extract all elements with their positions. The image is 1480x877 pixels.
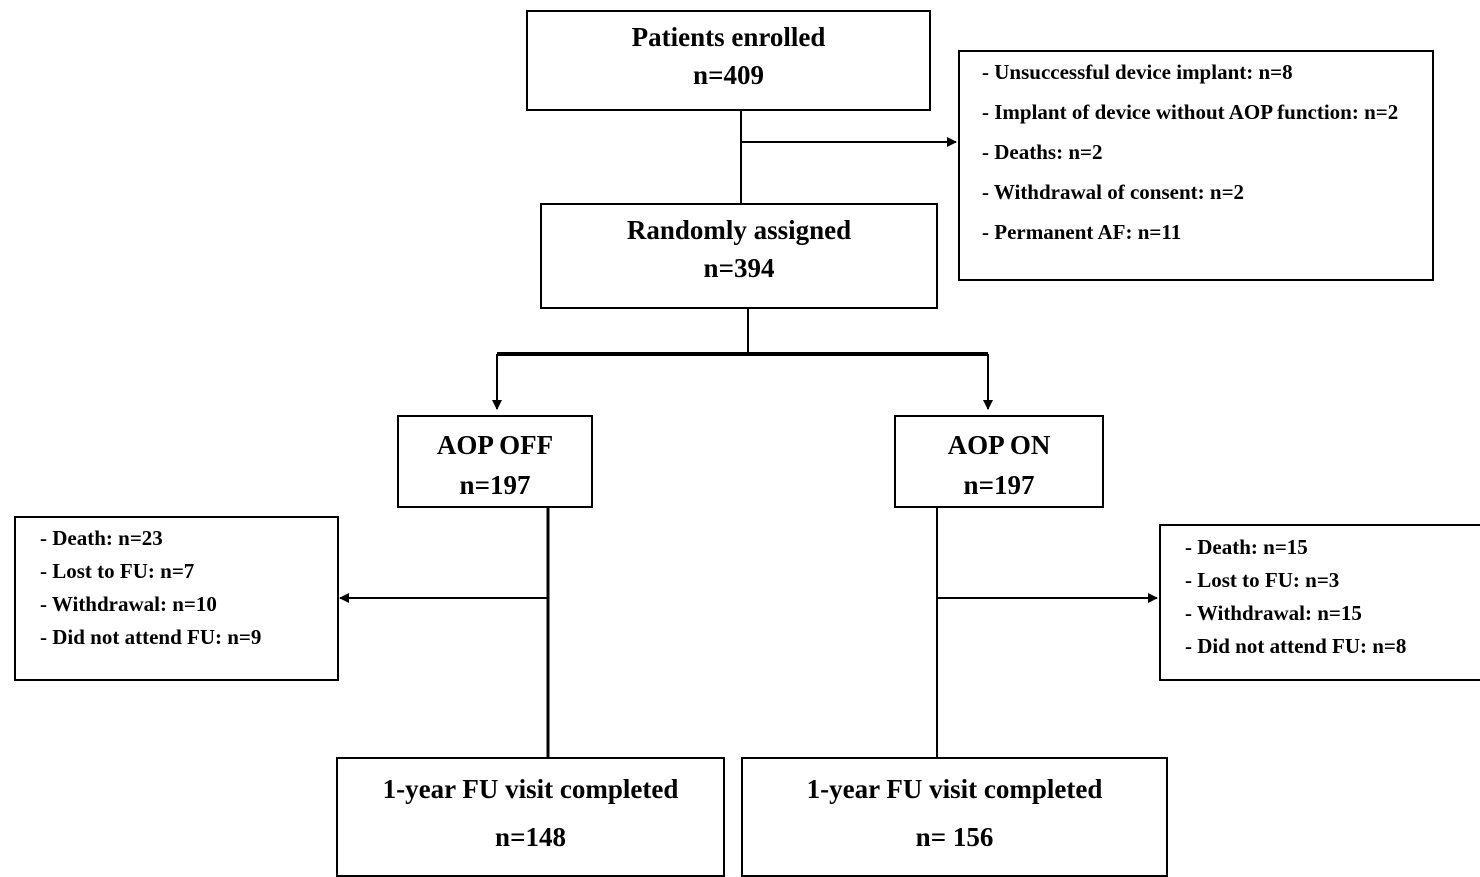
loss-item: - Withdrawal: n=15 [1185,601,1362,625]
connector-lines [339,110,1158,757]
label: Patients enrolled [631,22,826,52]
count: n= 156 [915,822,994,852]
label: 1-year FU visit completed [806,774,1103,804]
excluded-item: - Deaths: n=2 [982,140,1103,164]
label: Randomly assigned [626,215,852,245]
excluded-item: - Implant of device without AOP function… [982,100,1399,124]
excluded-item: - Permanent AF: n=11 [982,220,1182,244]
loss-item: - Death: n=15 [1185,535,1308,559]
excluded-item: - Withdrawal of consent: n=2 [982,180,1245,204]
loss-item: - Did not attend FU: n=9 [40,625,262,649]
loss-item: - Death: n=23 [40,526,163,550]
count: n=197 [963,470,1035,500]
count: n=409 [693,60,764,90]
losses-box: - Death: n=23 - Lost to FU: n=7 - Withdr… [14,516,339,681]
loss-item: - Lost to FU: n=3 [1185,568,1340,592]
arm-box: AOP ON n=197 [894,415,1104,508]
arm-box: AOP OFF n=197 [397,415,593,508]
excluded-box: - Unsuccessful device implant: n=8 - Imp… [958,50,1434,281]
label: 1-year FU visit completed [382,774,679,804]
completed-box: 1-year FU visit completed n=148 [336,757,725,877]
count: n=148 [495,822,566,852]
loss-item: - Withdrawal: n=10 [40,592,217,616]
randomized-box: Randomly assigned n=394 [540,203,938,309]
label: AOP OFF [436,430,554,460]
loss-item: - Lost to FU: n=7 [40,559,195,583]
label: AOP ON [947,430,1051,460]
enrolled-box: Patients enrolled n=409 [526,10,931,111]
count: n=197 [459,470,531,500]
count: n=394 [703,253,775,283]
completed-box: 1-year FU visit completed n= 156 [741,757,1168,877]
excluded-item: - Unsuccessful device implant: n=8 [982,60,1293,84]
losses-box: - Death: n=15 - Lost to FU: n=3 - Withdr… [1159,524,1480,681]
loss-item: - Did not attend FU: n=8 [1185,634,1407,658]
